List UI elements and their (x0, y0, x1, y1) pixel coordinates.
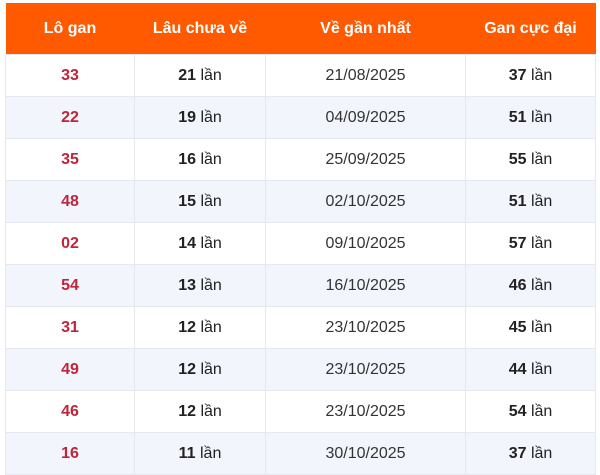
unit: lần (530, 234, 553, 252)
max-cell: 55 lần (465, 138, 596, 181)
table-row: 46 12 lần 23/10/2025 54 lần (5, 390, 596, 433)
lo-number: 49 (5, 348, 135, 391)
since-count: 19 (178, 108, 196, 126)
since-count: 15 (178, 192, 196, 210)
table-row: 33 21 lần 21/08/2025 37 lần (5, 54, 596, 97)
since-cell: 13 lần (134, 264, 266, 307)
unit: lần (200, 66, 222, 84)
max-cell: 54 lần (465, 390, 596, 433)
unit: lần (530, 192, 553, 210)
max-count: 51 (508, 192, 527, 210)
max-count: 37 (508, 444, 527, 462)
unit: lần (200, 318, 222, 336)
unit: lần (200, 402, 222, 420)
since-cell: 14 lần (134, 222, 266, 265)
lo-gan-table: Lô gan Lâu chưa về Về gần nhất Gan cực đ… (5, 3, 596, 475)
header-gan-cuc-dai: Gan cực đại (465, 3, 596, 55)
last-date: 23/10/2025 (265, 348, 466, 391)
header-ve-gan-nhat: Về gần nhất (265, 3, 466, 55)
max-count: 54 (508, 402, 527, 420)
last-date: 30/10/2025 (265, 432, 466, 475)
max-cell: 51 lần (465, 180, 596, 223)
header-row: Lô gan Lâu chưa về Về gần nhất Gan cực đ… (5, 3, 596, 55)
unit: lần (530, 402, 553, 420)
since-cell: 12 lần (134, 306, 266, 349)
unit: lần (200, 150, 222, 168)
unit: lần (200, 234, 222, 252)
unit: lần (530, 150, 553, 168)
last-date: 04/09/2025 (265, 96, 466, 139)
unit: lần (530, 276, 553, 294)
table-row: 48 15 lần 02/10/2025 51 lần (5, 180, 596, 223)
unit: lần (200, 276, 222, 294)
unit: lần (530, 444, 553, 462)
last-date: 21/08/2025 (265, 54, 466, 97)
since-count: 12 (178, 402, 196, 420)
max-cell: 51 lần (465, 96, 596, 139)
since-cell: 15 lần (134, 180, 266, 223)
since-count: 13 (178, 276, 196, 294)
since-count: 12 (178, 318, 196, 336)
max-cell: 44 lần (465, 348, 596, 391)
unit: lần (530, 318, 553, 336)
max-cell: 37 lần (465, 432, 596, 475)
lo-number: 33 (5, 54, 135, 97)
unit: lần (200, 444, 222, 462)
last-date: 02/10/2025 (265, 180, 466, 223)
lo-number: 46 (5, 390, 135, 433)
max-cell: 45 lần (465, 306, 596, 349)
max-cell: 46 lần (465, 264, 596, 307)
max-count: 51 (508, 108, 527, 126)
since-count: 21 (178, 66, 196, 84)
lo-number: 48 (5, 180, 135, 223)
table-row: 35 16 lần 25/09/2025 55 lần (5, 138, 596, 181)
last-date: 16/10/2025 (265, 264, 466, 307)
last-date: 25/09/2025 (265, 138, 466, 181)
max-count: 37 (508, 66, 527, 84)
max-cell: 57 lần (465, 222, 596, 265)
since-cell: 12 lần (134, 390, 266, 433)
last-date: 23/10/2025 (265, 390, 466, 433)
max-count: 44 (508, 360, 527, 378)
since-cell: 21 lần (134, 54, 266, 97)
unit: lần (530, 360, 553, 378)
since-count: 12 (178, 360, 196, 378)
lo-number: 22 (5, 96, 135, 139)
since-count: 14 (178, 234, 196, 252)
last-date: 09/10/2025 (265, 222, 466, 265)
unit: lần (530, 66, 553, 84)
header-lau-chua-ve: Lâu chưa về (134, 3, 266, 55)
header-lo-gan: Lô gan (5, 3, 135, 55)
lo-number: 16 (5, 432, 135, 475)
since-count: 11 (178, 444, 196, 462)
unit: lần (200, 360, 222, 378)
lo-number: 54 (5, 264, 135, 307)
last-date: 23/10/2025 (265, 306, 466, 349)
table-row: 22 19 lần 04/09/2025 51 lần (5, 96, 596, 139)
lo-number: 31 (5, 306, 135, 349)
since-cell: 11 lần (134, 432, 266, 475)
lo-number: 35 (5, 138, 135, 181)
lo-number: 02 (5, 222, 135, 265)
max-count: 45 (508, 318, 527, 336)
since-cell: 16 lần (134, 138, 266, 181)
table-row: 02 14 lần 09/10/2025 57 lần (5, 222, 596, 265)
table-row: 31 12 lần 23/10/2025 45 lần (5, 306, 596, 349)
unit: lần (200, 108, 222, 126)
table-row: 54 13 lần 16/10/2025 46 lần (5, 264, 596, 307)
since-cell: 19 lần (134, 96, 266, 139)
max-cell: 37 lần (465, 54, 596, 97)
unit: lần (530, 108, 553, 126)
table-row: 49 12 lần 23/10/2025 44 lần (5, 348, 596, 391)
since-cell: 12 lần (134, 348, 266, 391)
unit: lần (200, 192, 222, 210)
max-count: 46 (508, 276, 527, 294)
max-count: 55 (508, 150, 527, 168)
since-count: 16 (178, 150, 196, 168)
table-row: 16 11 lần 30/10/2025 37 lần (5, 432, 596, 475)
max-count: 57 (508, 234, 527, 252)
